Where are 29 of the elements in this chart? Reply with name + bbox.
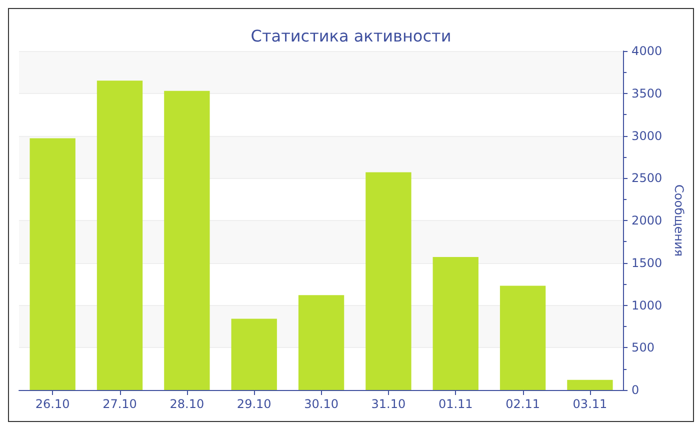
x-tick-label: 27.10 <box>102 397 137 411</box>
y-axis-title: Сообщения <box>672 184 686 257</box>
x-tick-label: 28.10 <box>170 397 204 411</box>
x-tick-label: 03.11 <box>572 397 608 411</box>
y-tick-label: 1000 <box>632 298 662 312</box>
y-tick-label: 1500 <box>632 256 662 270</box>
x-tick-label: 31.10 <box>371 397 406 411</box>
bar <box>432 256 478 390</box>
x-tick-label: 30.10 <box>304 397 338 411</box>
bar <box>298 295 344 390</box>
x-tick-label: 26.10 <box>35 397 70 411</box>
bar <box>366 172 412 390</box>
y-tick-label: 500 <box>632 340 654 355</box>
x-tick-label: 02.11 <box>506 397 540 411</box>
bar <box>164 90 210 390</box>
bar <box>30 138 76 390</box>
y-tick-label: 3500 <box>632 86 662 100</box>
bar <box>96 80 143 390</box>
y-tick-label: 0 <box>632 383 640 397</box>
y-tick-label: 4000 <box>632 44 662 58</box>
x-tick-label: 01.11 <box>438 397 473 411</box>
y-tick-label: 2500 <box>632 171 662 186</box>
y-tick-label: 3000 <box>632 128 662 143</box>
x-tick-label: 29.10 <box>236 397 272 411</box>
bar <box>500 286 546 390</box>
bar <box>231 318 277 390</box>
chart-title: Статистика активности <box>250 26 452 46</box>
bar <box>567 380 613 390</box>
y-tick-label: 2000 <box>632 214 662 228</box>
